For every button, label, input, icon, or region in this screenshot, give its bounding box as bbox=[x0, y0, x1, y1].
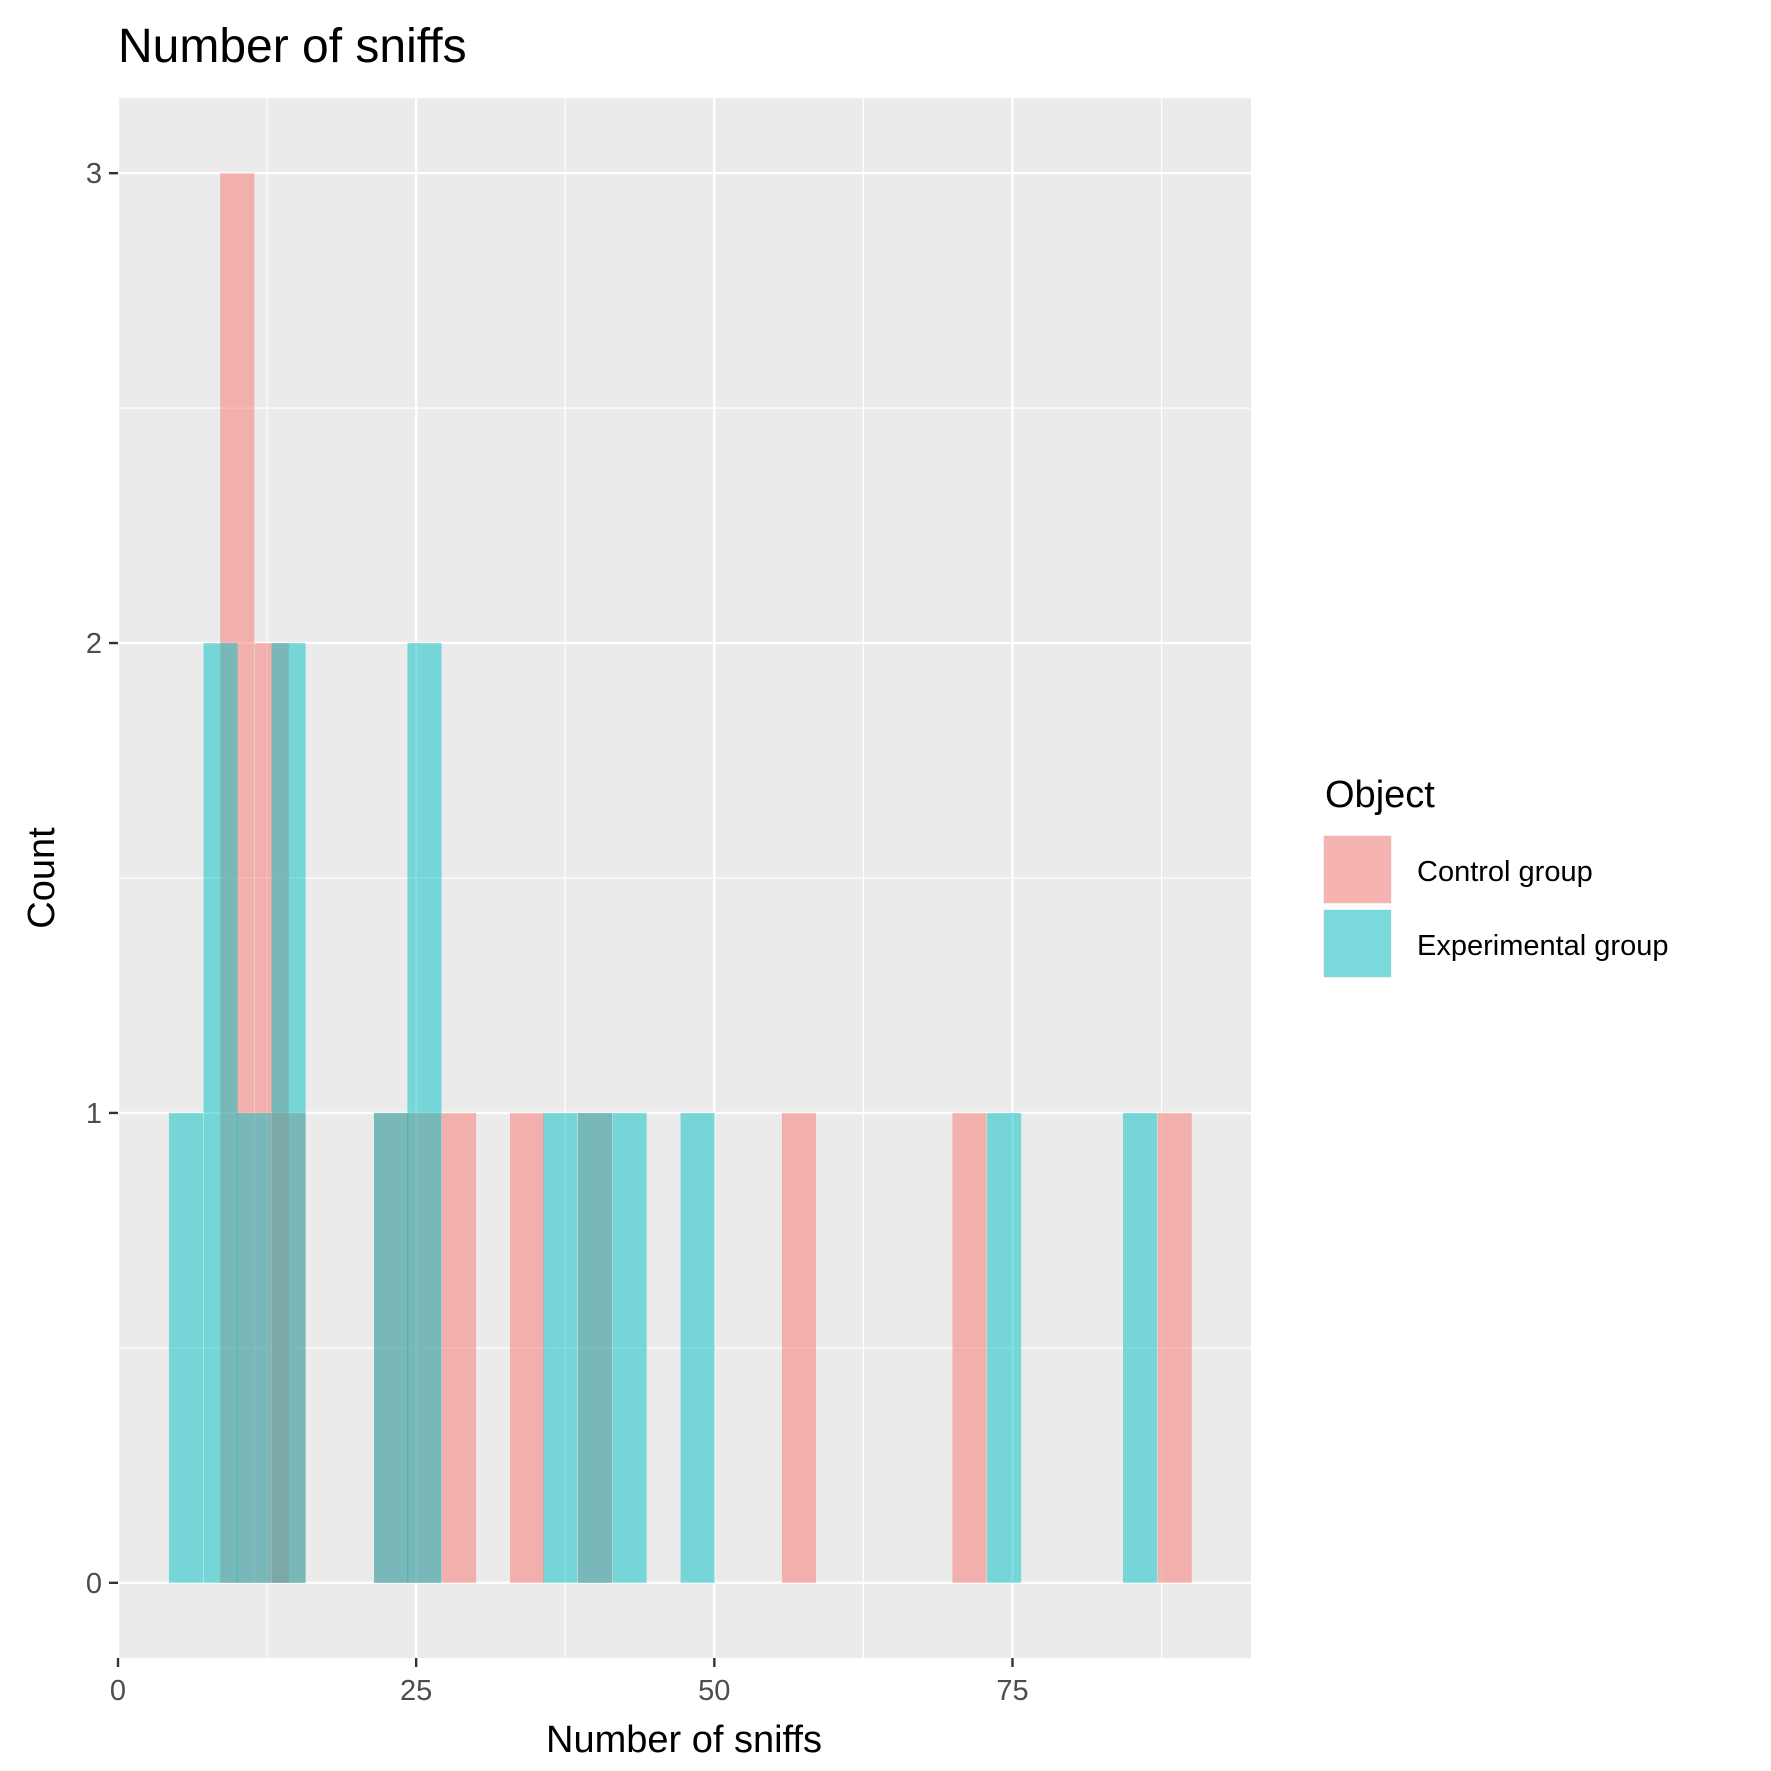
x-axis: 0 25 50 75 bbox=[110, 1658, 1029, 1707]
legend-label: Experimental group bbox=[1417, 930, 1668, 962]
y-tick-label: 0 bbox=[86, 1568, 102, 1600]
bar-control bbox=[952, 1112, 987, 1583]
y-tick-label: 3 bbox=[86, 158, 102, 190]
bar-experimental bbox=[374, 1112, 409, 1583]
y-tick-label: 2 bbox=[86, 628, 102, 660]
bar-experimental bbox=[1123, 1112, 1158, 1583]
legend-swatch bbox=[1324, 910, 1391, 977]
bar-control bbox=[781, 1112, 817, 1583]
y-axis: 0 1 2 3 bbox=[86, 158, 118, 1600]
bar-experimental bbox=[168, 1112, 204, 1583]
x-tick-label: 0 bbox=[110, 1675, 126, 1707]
bar-experimental bbox=[612, 1112, 647, 1583]
legend-title: Object bbox=[1325, 774, 1435, 816]
bar-experimental bbox=[407, 643, 442, 1583]
legend: Object Control group Experimental group bbox=[1323, 774, 1668, 978]
x-tick-label: 75 bbox=[996, 1675, 1028, 1707]
bar-experimental bbox=[236, 1112, 272, 1583]
x-tick-label: 25 bbox=[400, 1675, 432, 1707]
bar-control bbox=[1157, 1112, 1192, 1583]
legend-swatch bbox=[1324, 836, 1391, 903]
bar-experimental bbox=[987, 1112, 1022, 1583]
x-tick-label: 50 bbox=[698, 1675, 730, 1707]
bar-experimental bbox=[680, 1112, 715, 1583]
histogram-bars bbox=[168, 173, 1192, 1583]
bar-control bbox=[510, 1112, 545, 1583]
legend-label: Control group bbox=[1417, 856, 1593, 888]
chart-title: Number of sniffs bbox=[118, 20, 467, 73]
bar-experimental bbox=[271, 643, 306, 1583]
bar-experimental bbox=[577, 1112, 613, 1583]
y-axis-title: Count bbox=[21, 827, 63, 929]
minor-gridlines bbox=[118, 98, 1251, 1658]
bar-experimental bbox=[543, 1112, 578, 1583]
y-tick-label: 1 bbox=[86, 1098, 102, 1130]
bar-control bbox=[442, 1112, 477, 1583]
x-axis-title: Number of sniffs bbox=[546, 1719, 822, 1761]
bar-experimental bbox=[203, 643, 238, 1583]
